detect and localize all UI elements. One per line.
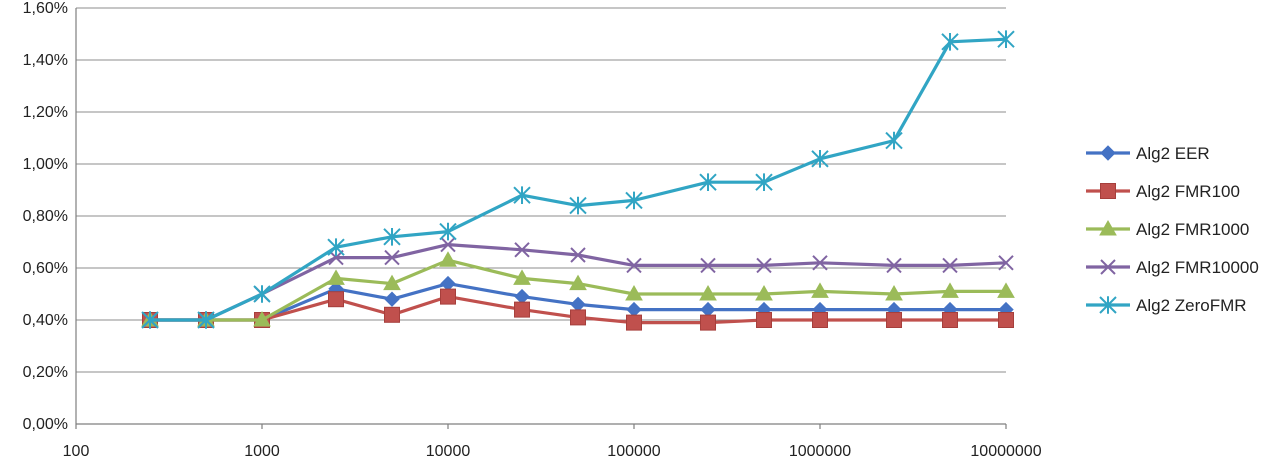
data-point <box>811 282 829 298</box>
data-point <box>997 30 1015 48</box>
data-point <box>384 249 400 266</box>
data-point <box>998 312 1014 328</box>
data-point <box>998 255 1014 271</box>
data-point <box>756 257 772 274</box>
y-tick-label: 1,60% <box>23 0 68 17</box>
x-tick-label: 100000 <box>607 443 660 460</box>
data-point <box>886 312 903 328</box>
y-tick-label: 1,40% <box>23 52 68 69</box>
data-point <box>941 33 959 51</box>
data-point <box>812 255 828 271</box>
data-point <box>756 312 773 328</box>
axes <box>75 8 1006 425</box>
y-tick-label: 0,00% <box>23 416 68 433</box>
data-point <box>886 257 902 274</box>
data-point <box>699 173 717 191</box>
y-tick-label: 0,80% <box>23 208 68 225</box>
data-point <box>569 274 587 291</box>
data-point <box>570 309 587 326</box>
data-point <box>383 228 401 246</box>
data-point <box>755 284 773 301</box>
x-tick-label: 10000000 <box>970 443 1041 460</box>
data-point <box>327 269 345 285</box>
legend-label: Alg2 EER <box>1136 144 1210 163</box>
data-point <box>700 301 716 318</box>
y-tick-label: 1,20% <box>23 104 68 121</box>
data-point <box>384 291 400 307</box>
legend-label: Alg2 FMR10000 <box>1136 258 1259 277</box>
data-point <box>141 311 159 329</box>
data-point <box>570 296 586 313</box>
gridlines <box>76 7 1006 373</box>
data-point <box>384 306 401 323</box>
data-point <box>514 242 530 258</box>
x-tick-label: 10000 <box>426 443 471 460</box>
legend-marker <box>1099 296 1117 314</box>
data-point <box>942 312 959 328</box>
data-point <box>755 173 773 191</box>
y-tick-label: 0,60% <box>23 260 68 277</box>
data-point <box>253 310 271 327</box>
series <box>141 30 1015 331</box>
data-point <box>812 312 828 328</box>
legend-label: Alg2 ZeroFMR <box>1136 296 1247 315</box>
data-point <box>626 301 642 318</box>
data-point <box>197 311 215 329</box>
data-point <box>700 257 716 274</box>
data-point <box>514 288 530 305</box>
data-point <box>885 284 903 301</box>
x-tick-label: 100 <box>63 443 90 460</box>
data-point <box>570 247 586 263</box>
legend-marker <box>1100 259 1116 275</box>
data-point <box>327 238 345 256</box>
legend-label: Alg2 FMR100 <box>1136 182 1240 201</box>
y-tick-label: 0,40% <box>23 312 68 329</box>
legend: Alg2 EER Alg2 FMR100 Alg2 FMR1000 Alg2 FMR1… <box>1086 144 1259 315</box>
legend-item: Alg2 EER <box>1086 144 1210 163</box>
data-point <box>942 257 958 274</box>
data-point <box>439 222 457 241</box>
x-tick-label: 1000 <box>244 443 280 460</box>
data-point <box>811 150 829 168</box>
data-point <box>626 314 642 331</box>
series-alg2-zerofmr <box>141 30 1015 329</box>
data-point <box>440 288 456 305</box>
y-tick-labels: 0,00% 0,20% 0,40% 0,60% 0,80% 1,00% 1,20% 1,40%… <box>23 0 68 433</box>
data-point <box>440 236 456 253</box>
data-point <box>569 196 587 215</box>
legend-item: Alg2 ZeroFMR <box>1086 296 1247 315</box>
data-point <box>699 284 717 301</box>
legend-label: Alg2 FMR1000 <box>1136 220 1249 239</box>
data-point <box>626 257 642 274</box>
data-point <box>383 274 401 291</box>
data-point <box>440 275 456 292</box>
y-tick-label: 1,00% <box>23 156 68 173</box>
data-point <box>885 131 903 150</box>
data-point <box>997 282 1015 298</box>
data-point <box>625 284 643 301</box>
data-point <box>625 191 643 210</box>
legend-item: Alg2 FMR1000 <box>1086 219 1249 239</box>
data-point <box>700 314 717 331</box>
data-point <box>513 186 531 204</box>
legend-marker <box>1100 145 1116 161</box>
data-point <box>253 285 271 303</box>
data-point <box>941 282 959 298</box>
legend-item: Alg2 FMR10000 <box>1086 258 1259 277</box>
data-point <box>513 269 531 285</box>
data-point <box>439 251 457 267</box>
legend-marker <box>1100 183 1116 199</box>
y-tick-label: 0,20% <box>23 364 68 381</box>
legend-marker <box>1099 219 1117 236</box>
data-point <box>514 301 531 318</box>
x-tick-label: 1000000 <box>789 443 851 460</box>
x-tick-labels: 100 1000 10000 100000 1000000 10000000 <box>63 424 1042 460</box>
data-point <box>328 291 345 308</box>
series-alg2-fmr1000 <box>141 251 1015 327</box>
legend-item: Alg2 FMR100 <box>1086 182 1240 201</box>
